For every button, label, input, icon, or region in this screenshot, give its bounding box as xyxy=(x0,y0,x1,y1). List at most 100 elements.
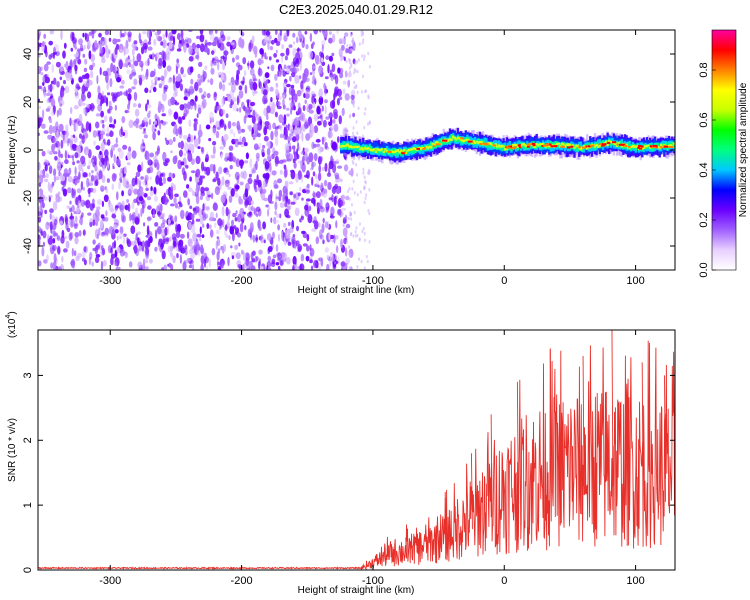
noise-speckle xyxy=(318,221,321,228)
noise-speckle xyxy=(352,126,355,130)
noise-speckle xyxy=(222,62,226,71)
noise-speckle xyxy=(115,158,121,166)
signal-peak xyxy=(606,141,611,144)
noise-speckle xyxy=(304,30,308,35)
noise-speckle xyxy=(310,43,314,50)
noise-speckle xyxy=(91,30,97,34)
signal-band-segment xyxy=(341,144,345,147)
noise-speckle xyxy=(292,32,296,38)
noise-speckle xyxy=(219,146,224,150)
signal-band-segment xyxy=(664,142,668,147)
signal-peak xyxy=(578,146,581,149)
noise-speckle xyxy=(163,264,168,270)
signal-peak xyxy=(550,145,555,148)
noise-speckle xyxy=(75,215,78,224)
noise-speckle xyxy=(297,160,301,164)
noise-speckle xyxy=(149,190,154,197)
colorbar-ticks: 0.00.20.40.60.8 xyxy=(698,62,716,278)
noise-speckle xyxy=(309,32,313,43)
noise-speckle xyxy=(145,150,148,159)
noise-speckle xyxy=(230,188,235,197)
noise-speckle xyxy=(352,131,355,136)
noise-speckle xyxy=(74,64,78,72)
noise-speckle xyxy=(88,122,92,133)
noise-speckle xyxy=(296,154,300,160)
noise-speckle xyxy=(171,173,176,179)
noise-speckle xyxy=(60,175,66,182)
noise-speckle xyxy=(210,67,215,75)
noise-speckle xyxy=(264,52,267,60)
noise-speckle xyxy=(202,203,205,211)
signal-band-segment xyxy=(411,148,414,151)
noise-speckle xyxy=(209,163,215,172)
signal-band-segment xyxy=(611,141,614,146)
noise-speckle xyxy=(274,210,277,216)
signal-band-segment xyxy=(556,143,559,146)
noise-speckle xyxy=(236,69,240,76)
noise-speckle xyxy=(317,120,322,126)
x-tick-label: -200 xyxy=(231,575,253,587)
noise-speckle xyxy=(89,221,93,228)
signal-band-segment xyxy=(505,147,508,150)
noise-speckle xyxy=(115,137,118,144)
noise-speckle xyxy=(301,197,304,201)
signal-peak xyxy=(590,144,595,147)
signal-peak xyxy=(638,147,643,150)
noise-speckle xyxy=(183,96,188,101)
noise-speckle xyxy=(245,257,249,267)
noise-speckle xyxy=(309,129,313,139)
noise-speckle xyxy=(324,105,327,115)
signal-band-segment xyxy=(474,141,477,144)
noise-speckle xyxy=(276,101,281,106)
signal-peak xyxy=(598,143,603,146)
noise-speckle xyxy=(57,191,61,196)
noise-speckle xyxy=(304,174,309,178)
noise-speckle xyxy=(368,240,371,244)
noise-speckle xyxy=(234,171,240,180)
noise-speckle xyxy=(153,39,157,46)
noise-speckle xyxy=(87,91,92,99)
signal-peak xyxy=(641,145,644,148)
signal-band-segment xyxy=(562,143,565,146)
noise-speckle xyxy=(267,66,270,70)
signal-band-segment xyxy=(439,138,442,144)
noise-speckle xyxy=(73,136,78,143)
noise-speckle xyxy=(260,266,264,270)
signal-band-segment xyxy=(453,136,456,140)
noise-speckle xyxy=(291,95,294,103)
signal-peak xyxy=(526,143,532,146)
noise-speckle xyxy=(100,232,106,237)
x-tick-label: 0 xyxy=(501,275,507,287)
signal-peak xyxy=(432,144,435,147)
noise-speckle xyxy=(322,188,328,198)
noise-speckle xyxy=(56,235,61,242)
noise-speckle xyxy=(66,187,72,194)
noise-speckle xyxy=(131,48,135,56)
noise-speckle xyxy=(293,193,296,199)
noise-speckle xyxy=(186,231,190,239)
noise-speckle xyxy=(168,172,173,178)
signal-band-segment xyxy=(475,140,478,143)
noise-speckle xyxy=(248,125,252,132)
noise-speckle xyxy=(86,177,90,188)
noise-speckle xyxy=(289,64,292,71)
noise-speckle xyxy=(268,267,272,270)
snr-multiplier-base: (x10 xyxy=(7,318,18,338)
noise-speckle xyxy=(310,197,316,204)
noise-speckle xyxy=(278,70,282,78)
noise-speckle xyxy=(354,230,357,234)
signal-band-segment xyxy=(444,139,447,145)
noise-speckle xyxy=(200,244,204,254)
signal-peak xyxy=(441,139,445,142)
noise-speckle xyxy=(175,87,178,97)
noise-speckle xyxy=(256,132,261,138)
noise-speckle xyxy=(215,171,219,180)
noise-speckle xyxy=(103,115,108,122)
noise-speckle xyxy=(47,134,53,140)
noise-speckle xyxy=(313,113,319,122)
noise-speckle xyxy=(44,76,51,84)
noise-speckle xyxy=(296,225,299,232)
noise-speckle xyxy=(227,186,233,190)
noise-speckle xyxy=(253,78,258,82)
noise-speckle xyxy=(253,207,256,215)
